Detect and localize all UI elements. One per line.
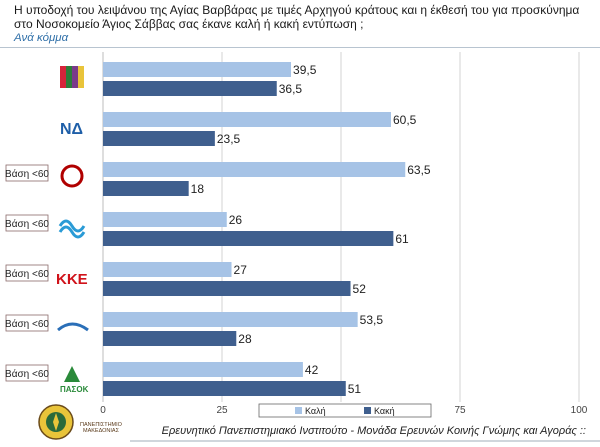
base-note-box [5, 314, 49, 332]
chart-title: Η υποδοχή του λειψάνου της Αγίας Βαρβάρα… [14, 3, 580, 31]
base-note-box [5, 214, 49, 232]
data-label: 23,5 [217, 132, 241, 146]
x-tick-label: 75 [454, 405, 466, 416]
data-label: 61 [395, 232, 409, 246]
svg-text:ΚΚΕ: ΚΚΕ [56, 271, 88, 288]
data-label: 60,5 [393, 113, 417, 127]
bar-xa-kaki [103, 181, 189, 196]
university-logo [36, 402, 106, 442]
data-label: 39,5 [293, 63, 317, 77]
bar-pasok-kaki [103, 381, 346, 396]
bar-potami-kali [103, 212, 227, 227]
data-label: 27 [234, 263, 248, 277]
potami-logo [58, 219, 86, 239]
xa-logo [60, 164, 84, 188]
data-label: 36,5 [279, 82, 303, 96]
x-tick-label: 25 [216, 405, 228, 416]
legend-label: Καλή [305, 406, 326, 416]
data-label: 18 [191, 182, 205, 196]
base-note-label: Βάση <60 [5, 368, 49, 380]
bar-kke-kaki [103, 281, 351, 296]
data-label: 26 [229, 213, 243, 227]
data-label: 52 [353, 282, 367, 296]
base-note-box [5, 364, 49, 382]
bar-nd-kali [103, 112, 391, 127]
svg-text:ΠΑΣΟΚ: ΠΑΣΟΚ [60, 385, 89, 394]
kke-logo: ΚΚΕ [56, 271, 88, 288]
bar-anel-kali [103, 312, 358, 327]
pasok-logo: ΠΑΣΟΚ [60, 366, 89, 394]
nd-logo: ΝΔ [60, 121, 83, 138]
header-divider [0, 47, 600, 48]
bar-potami-kaki [103, 231, 394, 246]
bar-kke-kali [103, 262, 232, 277]
legend-swatch-kali [295, 407, 302, 414]
chart-subtitle: Ανά κόμμα [14, 32, 69, 44]
data-label: 42 [305, 363, 319, 377]
bar-nd-kaki [103, 131, 215, 146]
x-tick-label: 0 [100, 405, 106, 416]
legend [258, 403, 432, 418]
base-note-label: Βάση <60 [5, 218, 49, 230]
base-note-box [5, 164, 49, 182]
base-note-label: Βάση <60 [5, 318, 49, 330]
legend-swatch-kaki [364, 407, 371, 414]
data-label: 53,5 [360, 313, 384, 327]
data-label: 51 [348, 382, 362, 396]
base-note-label: Βάση <60 [5, 268, 49, 280]
data-label: 28 [238, 332, 252, 346]
syriza-logo [60, 66, 84, 88]
base-note-label: Βάση <60 [5, 168, 49, 180]
university-logo-text: ΠΑΝΕΠΙΣΤΗΜΙΟ ΜΑΚΕΔΟΝΙΑΣ [80, 422, 122, 434]
footer-divider [130, 440, 600, 442]
bar-xa-kali [103, 162, 406, 177]
legend-label: Κακή [374, 406, 395, 416]
svg-text:ΝΔ: ΝΔ [60, 121, 83, 138]
data-label: 63,5 [407, 163, 431, 177]
bar-anel-kaki [103, 331, 237, 346]
anel-logo [57, 322, 89, 332]
base-note-box [5, 264, 49, 282]
x-tick-label: 100 [571, 405, 588, 416]
bar-syriza-kali [103, 62, 292, 77]
bar-pasok-kali [103, 362, 303, 377]
footer-source: Ερευνητικό Πανεπιστημιακό Ινστιτούτο - Μ… [161, 425, 586, 437]
bar-syriza-kaki [103, 81, 277, 96]
